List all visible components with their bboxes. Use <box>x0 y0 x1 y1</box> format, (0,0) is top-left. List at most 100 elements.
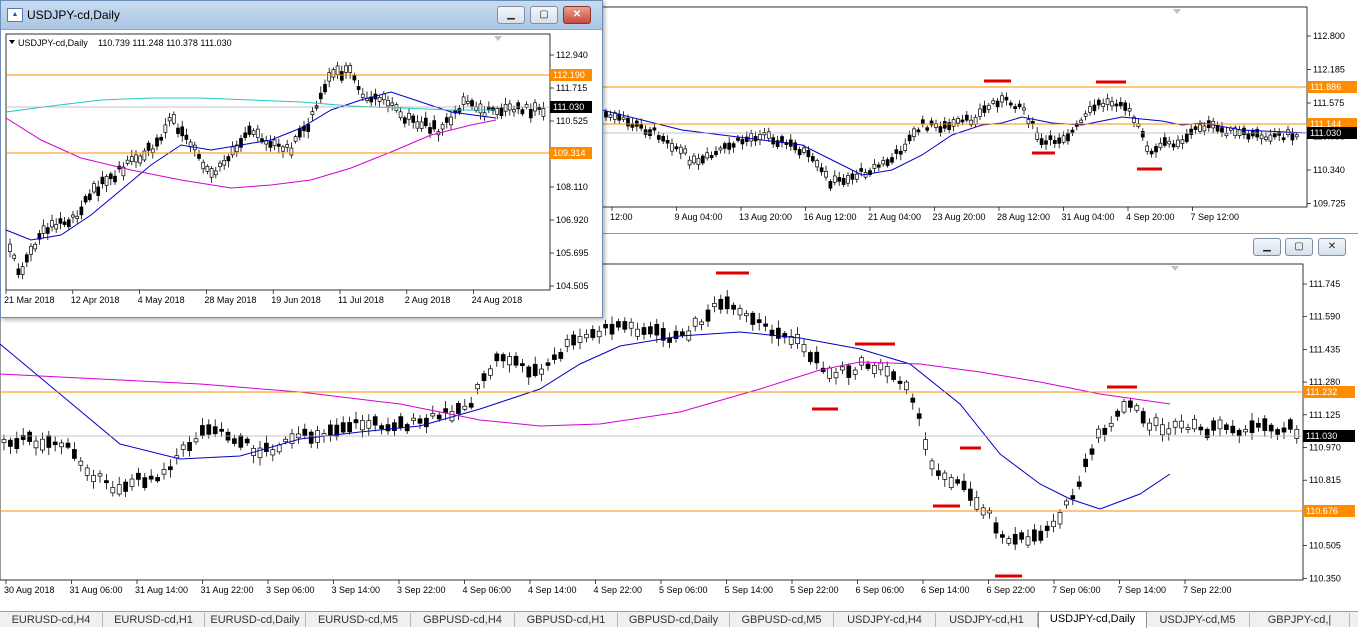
candle-body <box>709 155 714 159</box>
candle-body <box>58 218 63 224</box>
level-price-tag <box>550 147 592 159</box>
chart-tab[interactable]: USDJPY-cd,H1 <box>936 613 1038 627</box>
candle-body <box>348 65 353 73</box>
chart-tab[interactable]: GBPUSD-cd,Daily <box>618 613 730 627</box>
candle-body <box>180 126 185 137</box>
candle-body <box>1025 536 1031 546</box>
candle-body <box>257 447 263 459</box>
chart-tab[interactable]: EURUSD-cd,M5 <box>306 613 411 627</box>
candle-body <box>327 72 332 82</box>
candle-body <box>558 352 564 359</box>
candle-body <box>512 109 516 113</box>
candle-body <box>430 413 436 417</box>
daily-chart[interactable]: 112.940111.715110.525109.310108.110106.9… <box>1 30 602 318</box>
level-price-tag <box>1303 505 1355 517</box>
chart-info-ohlc: 110.739 111.248 110.378 111.030 <box>98 38 232 48</box>
chart-tab-bar: EURUSD-cd,H4 EURUSD-cd,H1 EURUSD-cd,Daily E… <box>0 611 1358 628</box>
candle-body <box>881 160 886 165</box>
candle-body <box>92 183 96 193</box>
candle-body <box>961 480 967 491</box>
candle-body <box>1171 143 1176 148</box>
candle-body <box>40 438 45 451</box>
candle-body <box>1172 420 1178 428</box>
chart-tab[interactable]: USDJPY-cd,H4 <box>834 613 936 627</box>
candle-body <box>718 298 724 310</box>
candle-body <box>626 117 630 127</box>
candle-body <box>1 439 7 444</box>
chart-tab[interactable]: USDJPY-cd,M5 <box>1146 613 1250 627</box>
candle-body <box>1038 530 1044 541</box>
candle-body <box>134 154 138 163</box>
x-axis-label: 31 Aug 14:00 <box>135 585 188 595</box>
candle-body <box>239 138 243 148</box>
candle-body <box>163 124 168 133</box>
candle-body <box>775 140 780 147</box>
daily-maximize-button[interactable]: ▢ <box>530 6 558 24</box>
candle-body <box>596 330 602 338</box>
candle-body <box>898 150 903 155</box>
candle-body <box>737 308 743 316</box>
candle-body <box>222 160 227 166</box>
candle-body <box>37 233 42 240</box>
m5-minimize-button[interactable]: ▁ <box>1253 238 1281 256</box>
candle-body <box>285 144 290 148</box>
candle-body <box>323 84 327 93</box>
candle-body <box>934 123 938 128</box>
y-axis-label: 112.800 <box>1313 31 1345 41</box>
candle-body <box>108 173 113 180</box>
candle-body <box>247 125 252 135</box>
candle-body <box>780 136 784 143</box>
candle-body <box>859 357 864 366</box>
candle-body <box>978 108 982 117</box>
chart-tab[interactable]: GBPUSD-cd,H4 <box>411 613 515 627</box>
current-price-label: 111.030 <box>553 102 584 112</box>
candle-body <box>1233 127 1238 136</box>
candle-body <box>639 123 644 129</box>
m5-close-button[interactable]: ✕ <box>1318 238 1346 256</box>
m5-maximize-button[interactable]: ▢ <box>1285 238 1313 256</box>
x-axis-label: 7 Sep 14:00 <box>1118 585 1167 595</box>
candle-body <box>1180 139 1185 144</box>
h4-chart[interactable]: 112.800112.185111.575110.955110.340109.7… <box>602 5 1358 228</box>
chart-tab[interactable]: EURUSD-cd,Daily <box>205 613 306 627</box>
daily-chart-window[interactable]: ▲ USDJPY-cd,Daily ▁ ▢ ✕ 112.940 111.715 11… <box>0 0 603 318</box>
candle-body <box>960 119 965 123</box>
candle-body <box>643 129 648 135</box>
candle-body <box>740 138 745 145</box>
candle-body <box>491 107 495 112</box>
candle-body <box>824 171 828 178</box>
candle-body <box>1022 107 1026 111</box>
candle-body <box>83 196 88 203</box>
x-axis-label: 3 Sep 06:00 <box>266 585 315 595</box>
daily-close-button[interactable]: ✕ <box>563 6 591 24</box>
chart-tab[interactable]: GBPUSD-cd,H1 <box>515 613 618 627</box>
candle-body <box>100 176 105 185</box>
candle-body <box>841 177 846 185</box>
candle-body <box>411 115 416 123</box>
x-axis-label: 7 Sep 12:00 <box>1191 212 1240 222</box>
candle-body <box>146 142 151 151</box>
y-axis-label: 110.340 <box>1313 165 1345 175</box>
chart-tab[interactable]: GBPJPY-cd,| <box>1250 613 1350 627</box>
candle-body <box>604 111 608 118</box>
daily-titlebar[interactable]: ▲ USDJPY-cd,Daily ▁ ▢ ✕ <box>1 1 602 30</box>
candle-body <box>72 449 77 459</box>
candle-body <box>923 439 928 450</box>
chart-tab[interactable]: GBPUSD-cd,M5 <box>730 613 834 627</box>
candle-body <box>1162 137 1167 146</box>
chart-tab[interactable]: USDJPY-cd,Daily <box>1038 611 1147 628</box>
candle-body <box>890 157 894 163</box>
h4-chart-window[interactable]: 112.800112.185111.575110.955110.340109.7… <box>601 5 1358 228</box>
daily-minimize-button[interactable]: ▁ <box>497 6 525 24</box>
candle-body <box>8 439 13 447</box>
candle-body <box>1184 133 1189 142</box>
chart-tab[interactable]: EURUSD-cd,H1 <box>103 613 205 627</box>
candle-body <box>209 168 214 178</box>
candle-body <box>993 522 999 534</box>
candle-body <box>75 215 80 219</box>
chart-tab[interactable]: EURUSD-cd,H4 <box>0 613 103 627</box>
candle-body <box>769 329 775 337</box>
candle-body <box>973 117 978 125</box>
candle-body <box>415 121 420 129</box>
candle-body <box>621 116 626 120</box>
